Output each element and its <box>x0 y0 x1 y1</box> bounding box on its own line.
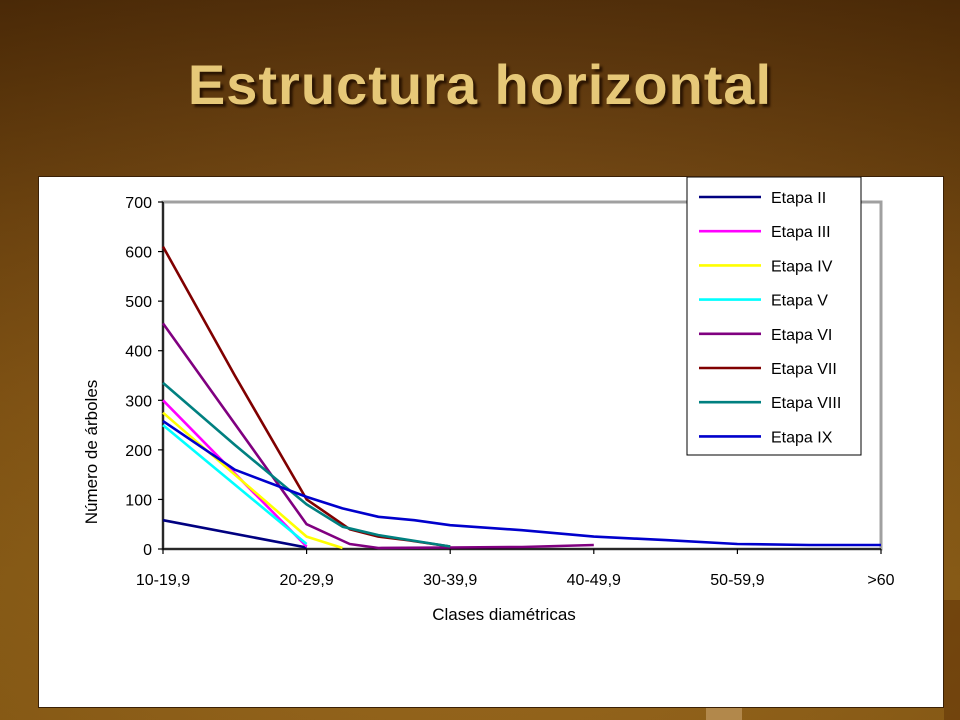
legend-label: Etapa IV <box>771 258 833 275</box>
y-tick-label: 100 <box>125 492 152 509</box>
series-line <box>161 245 451 548</box>
y-tick-label: 400 <box>125 344 152 361</box>
decorative-strip <box>944 600 960 720</box>
legend-label: Etapa V <box>771 293 828 310</box>
x-tick-label: 20-29,9 <box>279 572 333 589</box>
line-chart: 0 100 200 300 400 500 600 700 10-19,9 20-29,9 30-… <box>82 176 895 624</box>
x-tick-label: 50-59,9 <box>710 572 764 589</box>
x-axis-title: Clases diamétricas <box>432 605 576 624</box>
series-line <box>162 518 307 549</box>
legend-label: Etapa VII <box>771 361 837 378</box>
chart-legend: Etapa II Etapa III Etapa IV Etapa V Etapa VI… <box>686 176 862 456</box>
legend-box <box>686 176 862 456</box>
x-tick-label: 30-39,9 <box>423 572 477 589</box>
y-tick-label: 200 <box>125 443 152 460</box>
legend-label: Etapa IX <box>771 429 833 446</box>
series-line <box>162 424 308 546</box>
x-tick-label: 40-49,9 <box>567 572 621 589</box>
x-axis: 10-19,9 20-29,9 30-39,9 40-49,9 50-59,9 >60 <box>136 548 895 589</box>
x-tick-label: >60 <box>867 572 894 589</box>
y-tick-label: 500 <box>125 294 152 311</box>
legend-label: Etapa II <box>771 190 826 207</box>
legend-label: Etapa VI <box>771 327 832 344</box>
y-tick-label: 0 <box>143 542 152 559</box>
series-line <box>161 322 594 550</box>
chart-frame: 0 100 200 300 400 500 600 700 10-19,9 20-29,9 30-… <box>38 176 944 708</box>
y-axis: 0 100 200 300 400 500 600 700 <box>125 195 164 559</box>
y-tick-label: 700 <box>125 195 152 212</box>
series-line <box>162 420 881 547</box>
y-tick-label: 600 <box>125 245 152 262</box>
legend-label: Etapa III <box>771 224 831 241</box>
y-tick-label: 300 <box>125 393 152 410</box>
y-axis-title: Número de árboles <box>82 380 101 525</box>
x-tick-label: 10-19,9 <box>136 572 190 589</box>
series-line <box>162 381 451 548</box>
slide-title: Estructura horizontal <box>187 53 773 116</box>
series-lines <box>161 245 881 550</box>
legend-label: Etapa VIII <box>771 395 841 412</box>
